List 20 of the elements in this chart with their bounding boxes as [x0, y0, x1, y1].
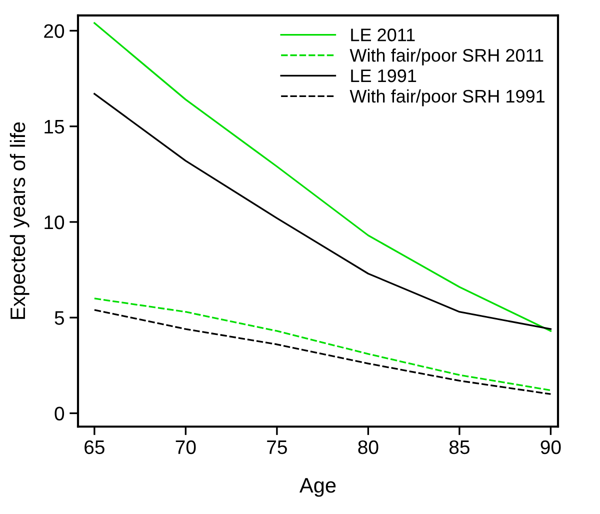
- x-tick-label: 65: [84, 440, 104, 454]
- line-series: [94, 22, 552, 332]
- x-tick-label: 80: [358, 440, 378, 454]
- legend-label: LE 1991: [351, 69, 416, 82]
- x-tick-label: 70: [176, 440, 196, 454]
- y-tick-label: 0: [54, 406, 64, 420]
- x-tick-label: 75: [267, 440, 287, 454]
- x-axis-title: Age: [300, 478, 336, 497]
- legend-label: LE 2011: [351, 28, 415, 42]
- y-tick-label: 10: [44, 215, 64, 230]
- x-tick-label: 85: [449, 440, 470, 454]
- legend-label: With fair/poor SRH 2011: [350, 48, 544, 66]
- y-tick-label: 20: [44, 24, 64, 38]
- legend-label: With fair/poor SRH 1991: [350, 89, 544, 106]
- x-tick-label: 90: [540, 440, 561, 454]
- y-axis-title: Expected years of life: [10, 122, 30, 319]
- line-series: [94, 298, 552, 392]
- y-tick-label: 15: [44, 120, 64, 134]
- y-tick-label: 5: [54, 311, 64, 325]
- line-series: [94, 309, 552, 395]
